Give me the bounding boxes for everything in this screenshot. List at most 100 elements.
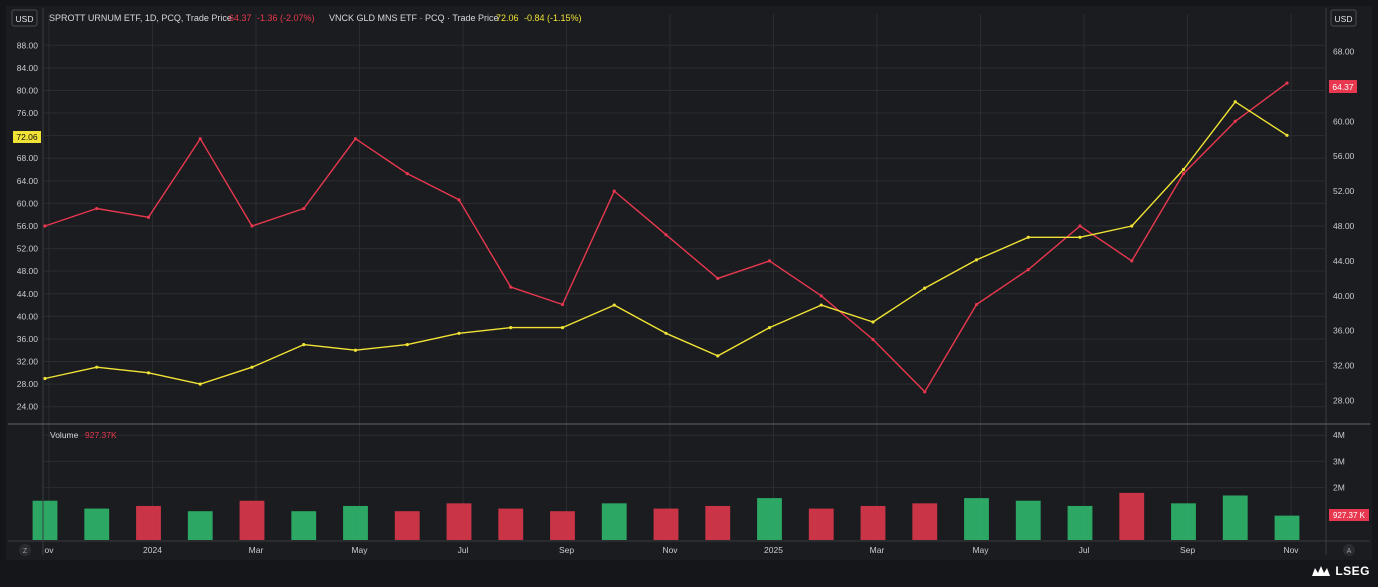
volume-current-label: 927.37 K	[1333, 511, 1366, 520]
volume-bar	[1171, 503, 1196, 540]
volume-bar	[343, 505, 368, 540]
right-tick-label: 48.00	[1333, 221, 1355, 231]
x-tick-label: Sep	[559, 545, 574, 555]
volume-bar	[239, 500, 265, 540]
series-2-point	[198, 382, 202, 386]
series-2-point	[974, 258, 979, 262]
series-1-point	[1285, 81, 1289, 85]
volume-bar	[1222, 495, 1248, 540]
series-1-point	[1078, 224, 1082, 228]
zoom-button-label: Z	[23, 548, 28, 555]
left-tick-label: 60.00	[17, 198, 39, 208]
legend-series1-name[interactable]: SPROTT URNUM ETF, 1D, PCQ, Trade Price	[49, 13, 232, 23]
volume-label[interactable]: Volume	[50, 430, 79, 440]
legend-series2-name[interactable]: VNCK GLD MNS ETF · PCQ · Trade Price	[329, 13, 499, 23]
right-tick-label: 56.00	[1333, 151, 1355, 161]
right-tick-label: 36.00	[1333, 326, 1355, 336]
series-1-point	[1181, 172, 1186, 176]
volume-bar	[84, 508, 110, 540]
series-2-point	[1078, 235, 1082, 239]
currency-right-button[interactable]	[1330, 9, 1357, 27]
series-2-point	[1233, 100, 1237, 104]
left-tick-label: 56.00	[17, 221, 39, 231]
legend-series2-change: -0.84 (-1.15%)	[524, 13, 582, 23]
x-tick-label: Sep	[1180, 545, 1195, 555]
series-1-point	[405, 172, 409, 176]
series-1-point	[509, 285, 513, 289]
series-2-point	[1181, 167, 1186, 172]
series-2-point	[457, 331, 461, 335]
auto-scale-button-label: A	[1347, 548, 1352, 555]
series-2-point	[302, 342, 306, 347]
right-tick-label: 40.00	[1333, 291, 1355, 301]
legend-series1-change: -1.36 (-2.07%)	[257, 13, 315, 23]
left-tick-label: 36.00	[17, 334, 39, 344]
volume-bar	[808, 508, 834, 540]
volume-bar	[705, 505, 731, 540]
series-2-point	[560, 326, 565, 330]
volume-bar	[1015, 500, 1041, 540]
volume-bar	[550, 511, 575, 540]
left-tick-label: 44.00	[17, 289, 39, 299]
x-tick-label: Nov	[1283, 545, 1299, 555]
right-tick-label: 68.00	[1333, 46, 1355, 56]
left-tick-label: 80.00	[17, 85, 39, 95]
series-1-point	[250, 224, 254, 228]
series-lines	[43, 81, 1289, 394]
left-tick-label: 32.00	[17, 357, 39, 367]
series-1-point	[1130, 259, 1134, 263]
series-1-point	[871, 337, 875, 342]
volume-current-tag	[1329, 509, 1369, 521]
series-1-point	[923, 390, 927, 394]
series-1-point	[612, 189, 616, 193]
series-1-point	[716, 276, 720, 280]
x-tick-label: May	[972, 545, 989, 555]
volume-bar	[860, 505, 886, 540]
left-tick-label: 24.00	[17, 402, 39, 412]
volume-axis-ticks: 4M 3M 2M	[1333, 430, 1345, 492]
volume-bar	[291, 511, 317, 540]
series-2-point	[664, 331, 668, 335]
series-2-point	[146, 371, 151, 375]
grid	[44, 14, 1325, 540]
series-2-point	[767, 326, 772, 330]
series-2-point	[1026, 235, 1030, 239]
volume-tick-label: 3M	[1333, 456, 1345, 466]
x-tick-label: Mar	[249, 545, 264, 555]
volume-bar	[446, 503, 472, 540]
x-tick-label: ov	[45, 545, 55, 555]
series-1-point	[302, 206, 306, 211]
left-tick-label: 52.00	[17, 244, 39, 254]
series-1-point	[1233, 119, 1237, 123]
volume-bar	[757, 498, 782, 540]
lseg-logo-text: LSEG	[1335, 564, 1370, 578]
auto-scale-button[interactable]	[1343, 544, 1355, 556]
left-tick-label: 28.00	[17, 379, 39, 389]
series-2-point	[716, 354, 720, 358]
legend-series1-price: 64.37	[229, 13, 252, 23]
series-2-point	[1130, 224, 1134, 228]
series-1-point	[767, 259, 772, 263]
zoom-button[interactable]	[19, 544, 31, 556]
x-axis-labels: ov 2024 Mar May Jul Sep Nov 2025 Mar May Jul Sep Nov	[45, 545, 1300, 555]
legend-series2-price: 72.06	[496, 13, 519, 23]
series-2-point	[1285, 133, 1289, 137]
volume-tick-label: 2M	[1333, 483, 1345, 493]
currency-left-button[interactable]	[11, 9, 38, 27]
series-1-point	[43, 224, 47, 228]
series-1-point	[457, 198, 461, 202]
lseg-emblem-icon	[1312, 566, 1331, 576]
series-2-point	[43, 376, 47, 381]
volume-bar	[136, 505, 161, 540]
series-1-point	[819, 294, 823, 298]
series-1-point	[560, 302, 565, 307]
currency-left-label: USD	[16, 14, 34, 24]
x-tick-label: May	[351, 545, 368, 555]
left-current-price-tag	[13, 131, 41, 143]
series-2-point	[923, 286, 927, 290]
series-1-point	[198, 137, 202, 141]
volume-bars	[32, 492, 1300, 540]
x-tick-label: 2025	[764, 545, 783, 555]
